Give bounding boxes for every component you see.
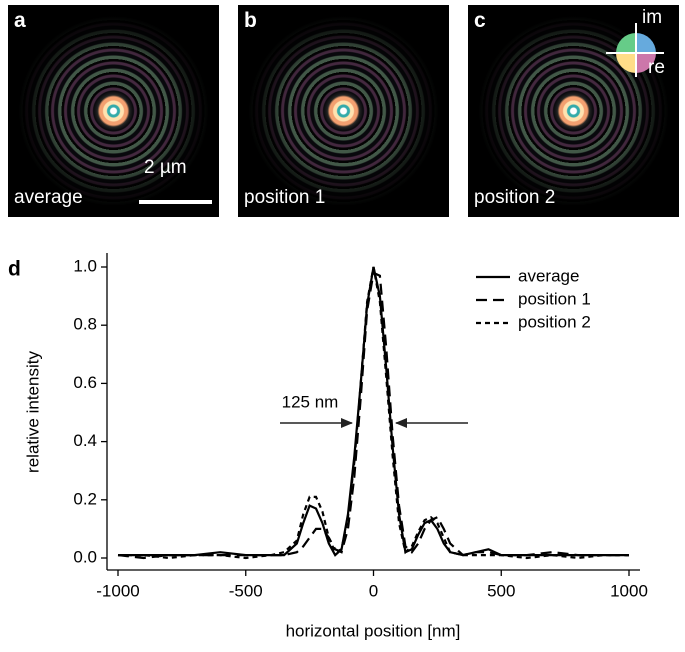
series-line <box>118 266 629 557</box>
x-tick-label: -500 <box>229 581 263 600</box>
image-panel: b position 1 <box>238 5 449 217</box>
panel-letter: d <box>8 258 21 281</box>
image-panel: c position 2 im re <box>468 5 679 217</box>
scale-bar-label: 2 µm <box>144 157 187 178</box>
image-panel: a average 2 µm <box>8 5 219 217</box>
y-tick-label: 0.6 <box>73 373 97 392</box>
y-tick-label: 0.8 <box>73 315 97 334</box>
re-label: re <box>648 57 665 78</box>
panel-letter: c <box>474 9 486 32</box>
re-axis <box>606 52 664 54</box>
series-line <box>118 266 629 560</box>
panel-caption: position 2 <box>474 187 556 208</box>
x-tick-label: -1000 <box>96 581 139 600</box>
x-axis-label: horizontal position [nm] <box>286 621 461 640</box>
x-tick-label: 1000 <box>610 581 648 600</box>
y-tick-label: 0.4 <box>73 431 97 450</box>
legend-label: average <box>518 266 579 285</box>
y-axis-label: relative intensity <box>23 351 42 473</box>
annotation: 125 nm <box>282 392 339 411</box>
series-line <box>117 271 629 560</box>
legend-label: position 2 <box>518 312 591 331</box>
legend-label: position 1 <box>518 289 591 308</box>
panel-caption: average <box>14 187 83 208</box>
im-label: im <box>642 7 663 28</box>
y-tick-label: 1.0 <box>73 256 97 275</box>
panel-caption: position 1 <box>244 187 326 208</box>
panel-letter: a <box>14 9 26 32</box>
panel-letter: b <box>244 9 257 32</box>
x-tick-label: 0 <box>369 581 378 600</box>
y-tick-label: 0.0 <box>73 547 97 566</box>
x-tick-label: 500 <box>487 581 515 600</box>
y-tick-label: 0.2 <box>73 489 97 508</box>
im-axis <box>635 23 637 77</box>
scale-bar <box>139 200 212 204</box>
